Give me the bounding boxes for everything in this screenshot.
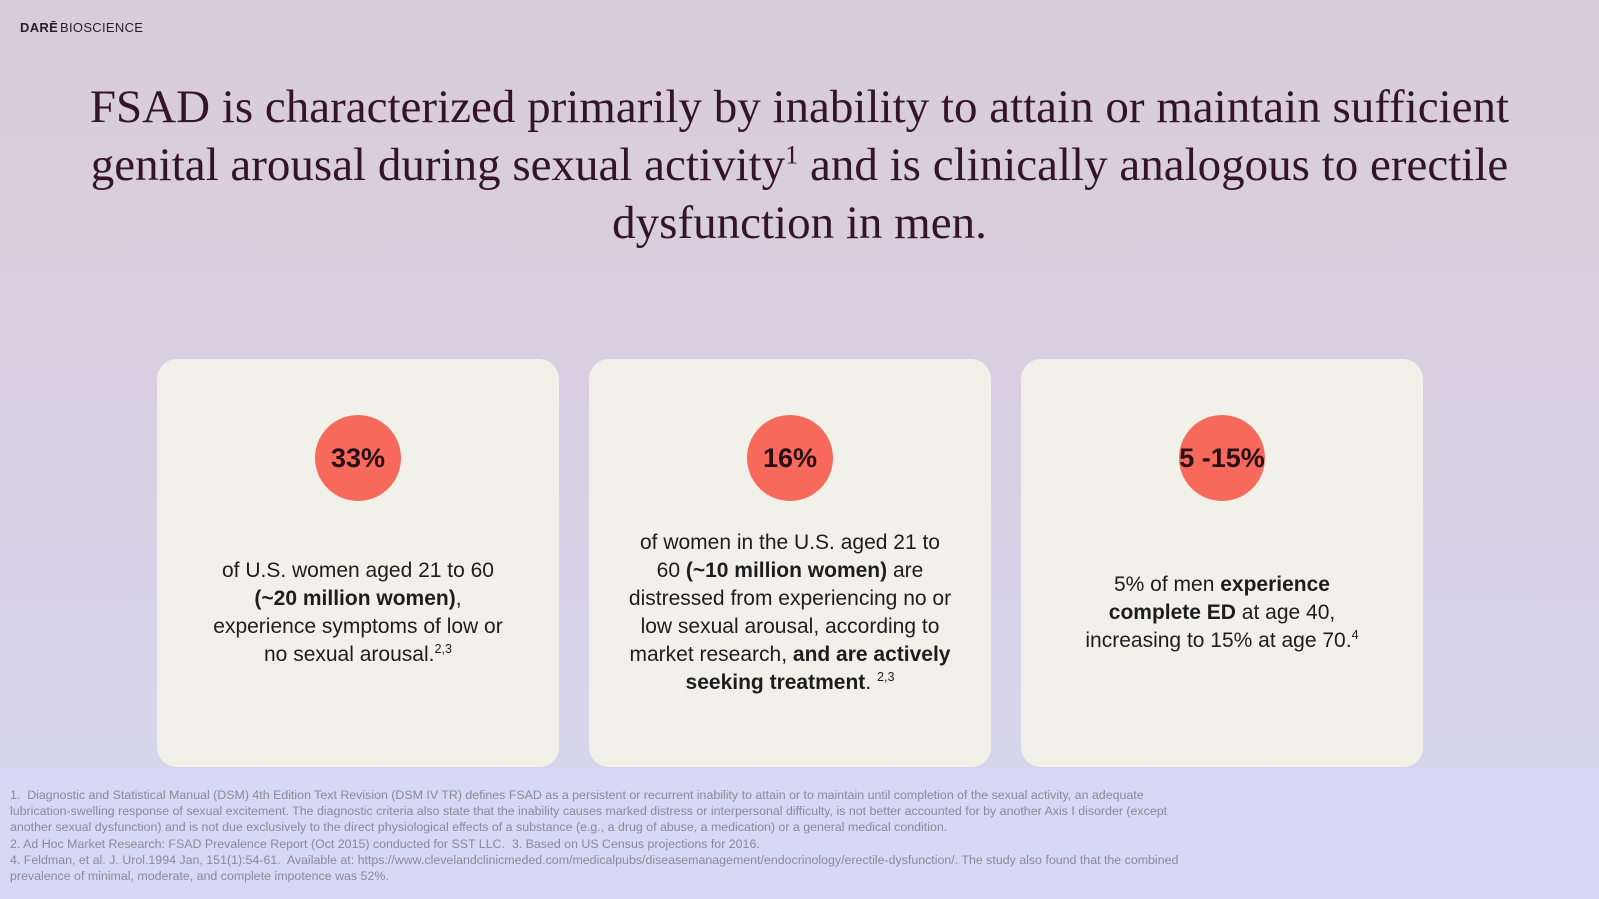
stat-card-text-line: of women in the U.S. aged 21 to — [639, 531, 940, 554]
stat-card-3: 5 -15% 5% of men experience complete ED a… — [1021, 359, 1423, 767]
brand-logo: DARĒ BIOSCIENCE — [20, 20, 143, 35]
brand-logo-dare: DARĒ — [20, 20, 59, 35]
stat-card-text-line: 5% of men experience — [1114, 573, 1330, 596]
stat-card-text-line: 60 (~10 million women) are — [656, 559, 924, 582]
stat-card-text: of women in the U.S. aged 21 to 60 (~10 m… — [619, 501, 961, 767]
stat-card-text-line: complete ED at age 40, — [1108, 601, 1336, 624]
footnote-line: 4. Feldman, et al. J. Urol.1994 Jan, 151… — [10, 852, 1179, 867]
stat-card-text-line: of U.S. women aged 21 to 60 — [221, 559, 494, 582]
stat-card-text-line: seeking treatment. 2,3 — [685, 670, 895, 694]
stat-card-text-line: experience symptoms of low or — [213, 615, 503, 638]
stat-card-text-line: increasing to 15% at age 70.4 — [1085, 628, 1359, 652]
brand-logo-bioscience: BIOSCIENCE — [60, 20, 144, 35]
stat-cards-row: 33% of U.S. women aged 21 to 60 (~20 mill… — [157, 359, 1423, 767]
footnote-line: another sexual dysfunction) and is not d… — [10, 820, 948, 835]
footnote-line: 1. Diagnostic and Statistical Manual (DS… — [10, 788, 1144, 802]
stat-card-text: 5% of men experience complete ED at age 4… — [1075, 501, 1368, 767]
stat-card-text-line: low sexual arousal, according to — [640, 615, 940, 638]
slide-title-line: FSAD is characterized primarily by inabi… — [89, 81, 1510, 133]
slide-title-line: genital arousal during sexual activity1 … — [90, 139, 1509, 191]
slide-title-line: dysfunction in men. — [612, 197, 987, 249]
stat-badge-circle: 5 -15% — [1179, 415, 1265, 501]
footnote-line: lubrication-swelling response of sexual … — [10, 804, 1168, 819]
footnote-line: prevalence of minimal, moderate, and com… — [10, 869, 389, 884]
stat-card-1: 33% of U.S. women aged 21 to 60 (~20 mill… — [157, 359, 559, 767]
stat-badge-circle: 16% — [747, 415, 833, 501]
footnote-line: 2. Ad Hoc Market Research: FSAD Prevalen… — [10, 836, 760, 851]
stat-badge-value: 16% — [762, 442, 818, 473]
stat-card-text: of U.S. women aged 21 to 60 (~20 million … — [203, 501, 512, 767]
stat-card-text-line: no sexual arousal.2,3 — [264, 642, 452, 666]
footnotes: 1. Diagnostic and Statistical Manual (DS… — [0, 768, 1599, 899]
stat-card-2: 16% of women in the U.S. aged 21 to 60 (~… — [589, 359, 991, 767]
stat-badge-value: 33% — [330, 442, 386, 473]
stat-card-text-line: distressed from experiencing no or — [628, 587, 952, 610]
stat-card-text-line: market research, and are actively — [629, 643, 951, 666]
stat-badge-circle: 33% — [315, 415, 401, 501]
slide-title: FSAD is characterized primarily by inabi… — [0, 78, 1599, 252]
stat-badge-value: 5 -15% — [1179, 442, 1265, 473]
stat-card-text-line: (~20 million women), — [254, 587, 462, 610]
